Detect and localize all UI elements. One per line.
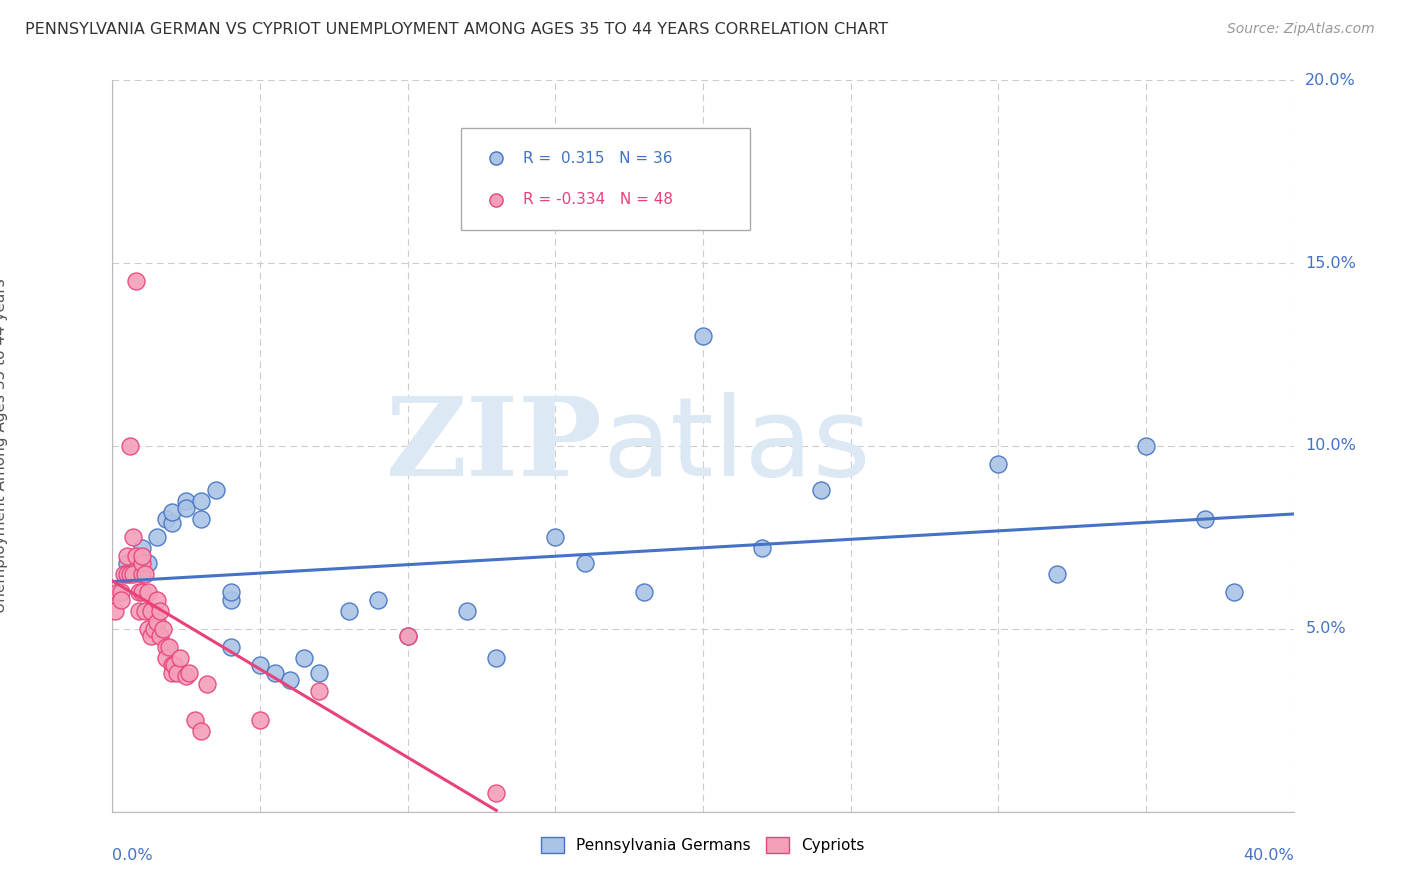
Point xyxy=(160,658,183,673)
Point xyxy=(131,549,153,563)
Point xyxy=(1135,439,1157,453)
Point xyxy=(146,615,169,629)
Point xyxy=(155,651,177,665)
Point xyxy=(122,530,145,544)
Point xyxy=(117,567,138,582)
Text: 10.0%: 10.0% xyxy=(1305,439,1357,453)
Point xyxy=(219,592,242,607)
Point xyxy=(174,669,197,683)
Point xyxy=(396,629,419,643)
Point xyxy=(131,556,153,570)
Point xyxy=(157,640,180,655)
Point xyxy=(485,787,508,801)
Point xyxy=(136,556,159,570)
Point xyxy=(179,665,201,680)
Point xyxy=(278,673,301,687)
Point xyxy=(104,603,127,617)
Text: Unemployment Among Ages 35 to 44 years: Unemployment Among Ages 35 to 44 years xyxy=(0,278,8,614)
Point xyxy=(219,585,242,599)
Point xyxy=(195,676,218,690)
Point xyxy=(174,494,197,508)
Point xyxy=(125,549,148,563)
Point xyxy=(751,541,773,556)
Point xyxy=(337,603,360,617)
Text: Source: ZipAtlas.com: Source: ZipAtlas.com xyxy=(1227,22,1375,37)
Point xyxy=(174,501,197,516)
Point xyxy=(692,329,714,343)
Text: 5.0%: 5.0% xyxy=(1305,622,1346,636)
Point xyxy=(163,658,186,673)
Point xyxy=(128,603,150,617)
Point xyxy=(1194,512,1216,526)
FancyBboxPatch shape xyxy=(461,128,751,230)
Point xyxy=(134,603,156,617)
Point xyxy=(1223,585,1246,599)
Point xyxy=(160,665,183,680)
Text: atlas: atlas xyxy=(603,392,872,500)
Point xyxy=(112,567,135,582)
Point xyxy=(249,658,271,673)
Point xyxy=(1046,567,1069,582)
Point xyxy=(633,585,655,599)
Text: 20.0%: 20.0% xyxy=(1305,73,1355,87)
Point xyxy=(125,275,148,289)
Point xyxy=(136,622,159,636)
Point xyxy=(131,541,153,556)
Point xyxy=(117,556,138,570)
Text: ZIP: ZIP xyxy=(385,392,603,500)
Point xyxy=(142,622,165,636)
Point xyxy=(110,585,132,599)
Point xyxy=(264,665,287,680)
Point xyxy=(110,592,132,607)
Point xyxy=(810,483,832,497)
Point xyxy=(149,629,172,643)
Point xyxy=(120,567,142,582)
Point xyxy=(574,556,596,570)
Point xyxy=(117,549,138,563)
Point xyxy=(149,603,172,617)
Point xyxy=(205,483,228,497)
Point xyxy=(160,516,183,530)
Point xyxy=(190,494,212,508)
Point xyxy=(146,592,169,607)
Point xyxy=(160,505,183,519)
Text: R =  0.315   N = 36: R = 0.315 N = 36 xyxy=(523,151,673,166)
Point xyxy=(367,592,389,607)
Point xyxy=(139,629,162,643)
Point xyxy=(190,512,212,526)
Text: PENNSYLVANIA GERMAN VS CYPRIOT UNEMPLOYMENT AMONG AGES 35 TO 44 YEARS CORRELATIO: PENNSYLVANIA GERMAN VS CYPRIOT UNEMPLOYM… xyxy=(25,22,889,37)
Text: 0.0%: 0.0% xyxy=(112,848,153,863)
Point xyxy=(139,603,162,617)
Text: 15.0%: 15.0% xyxy=(1305,256,1357,270)
Point xyxy=(987,457,1010,471)
Point xyxy=(131,567,153,582)
Point xyxy=(308,684,330,698)
Point xyxy=(131,585,153,599)
Text: R = -0.334   N = 48: R = -0.334 N = 48 xyxy=(523,193,673,208)
Point xyxy=(146,530,169,544)
Point xyxy=(155,640,177,655)
Point xyxy=(544,530,567,544)
Point xyxy=(120,439,142,453)
Point xyxy=(396,629,419,643)
Point xyxy=(184,714,207,728)
Legend: Pennsylvania Germans, Cypriots: Pennsylvania Germans, Cypriots xyxy=(536,830,870,859)
Point xyxy=(292,651,315,665)
Point xyxy=(190,724,212,739)
Point xyxy=(308,665,330,680)
Point xyxy=(169,651,191,665)
Point xyxy=(128,585,150,599)
Point xyxy=(122,567,145,582)
Point xyxy=(249,714,271,728)
Point xyxy=(485,651,508,665)
Point xyxy=(136,585,159,599)
Point xyxy=(155,512,177,526)
Point xyxy=(456,603,478,617)
Point xyxy=(107,585,129,599)
Point xyxy=(134,567,156,582)
Text: 40.0%: 40.0% xyxy=(1243,848,1294,863)
Point xyxy=(166,665,188,680)
Point xyxy=(219,640,242,655)
Point xyxy=(152,622,174,636)
